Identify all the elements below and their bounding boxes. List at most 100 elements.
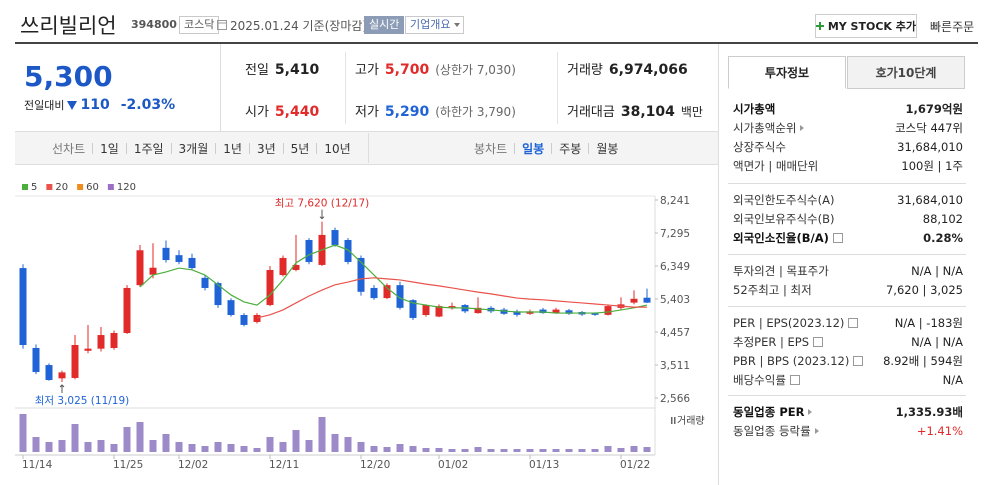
help-icon[interactable] [848, 317, 859, 328]
info-value: 100원 | 1주 [901, 158, 963, 173]
candle-body [188, 257, 196, 269]
info-value: N/A | N/A [911, 334, 963, 349]
summary-note: (하한가 3,790) [435, 105, 516, 119]
candle-body [58, 372, 66, 379]
chart-tab[interactable]: 봉차트 [474, 142, 508, 156]
mystock-button[interactable]: MY STOCK 추가 [815, 14, 917, 38]
candle-body [149, 267, 157, 275]
info-row: 시가총액 1,679억원 [733, 99, 963, 118]
stock-code: 394800 [131, 18, 177, 31]
candle-body [227, 300, 235, 315]
volume-bar [578, 449, 586, 452]
info-row: 배당수익률 N/A [733, 370, 963, 389]
volume-bar [240, 446, 248, 452]
arrow-icon[interactable] [800, 124, 805, 131]
candle-body [110, 332, 118, 348]
tab-separator [282, 143, 284, 154]
chart-tab[interactable]: 1주일 [133, 142, 164, 156]
high-annotation: 최고 7,620 (12/17) [275, 198, 370, 210]
info-label-box: 상장주식수 [733, 139, 786, 155]
help-icon[interactable] [853, 355, 864, 366]
candle-body [448, 306, 456, 308]
low-annotation: 최저 3,025 (11/19) [35, 395, 130, 407]
arrow-icon[interactable] [814, 427, 819, 434]
candle-body [409, 300, 417, 318]
group-separator [728, 183, 966, 184]
volume-label: 거래량 [677, 415, 705, 427]
volume-bar [331, 434, 339, 452]
candle-body [123, 287, 131, 333]
chart-tab[interactable]: 주봉 [559, 142, 582, 156]
annotation-arrow [59, 384, 65, 393]
volume-bar [45, 442, 53, 452]
info-value: N/A | N/A [911, 263, 963, 278]
volume-bar [214, 442, 222, 452]
tab-separator [248, 143, 250, 154]
chart-tab[interactable]: 월봉 [596, 142, 619, 156]
summary-label: 전일 [245, 63, 269, 78]
quick-order[interactable]: 빠른주문 [930, 20, 975, 34]
group-separator [728, 395, 966, 396]
summary-value: 6,974,066 [608, 62, 688, 78]
info-row: 외국인소진율(B/A) 0.28% [733, 228, 963, 247]
candle-body [643, 297, 651, 303]
info-label-box: 동일업종 등락률 [733, 423, 819, 439]
chart-tab[interactable]: 선차트 [52, 142, 86, 156]
help-icon[interactable] [789, 374, 800, 385]
help-icon[interactable] [813, 336, 824, 347]
help-icon[interactable] [832, 232, 843, 243]
legend-label: 20 [55, 182, 68, 193]
chart-tab[interactable]: 3년 [256, 142, 276, 156]
volume-bar [461, 449, 469, 452]
info-label: 투자의견 | 목표주가 [733, 263, 829, 278]
candle-body [32, 347, 40, 372]
arrow-icon[interactable] [808, 408, 813, 415]
summary-value: 5,410 [274, 62, 320, 78]
info-row: PBR | BPS (2023.12) 8.92배 | 594원 [733, 351, 963, 370]
invest-tab[interactable]: 투자정보 [728, 56, 846, 89]
info-value: +1.41% [916, 423, 963, 438]
candle-body [292, 264, 300, 270]
x-tick-label: 01/13 [529, 459, 559, 471]
change-label: 전일대비 [24, 99, 65, 112]
chart-tab[interactable]: 5년 [290, 142, 310, 156]
info-label-box: 외국인한도주식수(A) [733, 192, 834, 208]
volume-bar [604, 446, 612, 452]
mystock-text: MY STOCK 추가 [827, 20, 916, 33]
info-label-box: 시가총액 [733, 101, 775, 117]
invest-tab[interactable]: 호가10단계 [847, 56, 965, 89]
info-label-box: 외국인소진율(B/A) [733, 230, 843, 246]
chart-tab[interactable]: 일봉 [522, 142, 545, 156]
divider [557, 52, 558, 124]
chart-tab[interactable]: 10년 [324, 142, 351, 156]
volume-bar [279, 442, 287, 452]
group-separator [728, 306, 966, 307]
chart-tab[interactable]: 1년 [223, 142, 242, 156]
candle-body [45, 365, 53, 380]
info-label: 시가총액 [733, 101, 776, 116]
candle-body [565, 310, 573, 314]
volume-bar [435, 448, 443, 452]
candle-body [474, 307, 482, 314]
volume-bar [643, 447, 651, 452]
summary-value: 5,440 [274, 104, 320, 120]
y-tick-label: 6,349 [660, 261, 690, 273]
info-label-box: 동일업종 PER [733, 404, 813, 420]
x-tick-label: 12/20 [360, 459, 390, 471]
summary-cell: 저가 5,290 (하한가 3,790) [355, 101, 516, 120]
chart-tab[interactable]: 1일 [100, 142, 119, 156]
realtime-badge[interactable]: 실시간 [364, 16, 405, 34]
candle-body [357, 257, 365, 292]
info-row: 52주최고 | 최저 7,620 | 3,025 [733, 280, 963, 299]
company-badge[interactable]: 기업개요 [405, 16, 465, 34]
info-label: 동일업종 PER [733, 404, 805, 419]
volume-bar [383, 447, 391, 452]
volume-bar [565, 449, 573, 452]
chart-tab[interactable]: 3개월 [178, 142, 209, 156]
info-value: 8.92배 | 594원 [883, 353, 963, 368]
info-label: PER | EPS(2023.12) [733, 315, 845, 330]
info-row: PER | EPS(2023.12) N/A | -183원 [733, 313, 963, 332]
x-tick-label: 11/25 [113, 459, 143, 471]
volume-icon [671, 417, 673, 424]
